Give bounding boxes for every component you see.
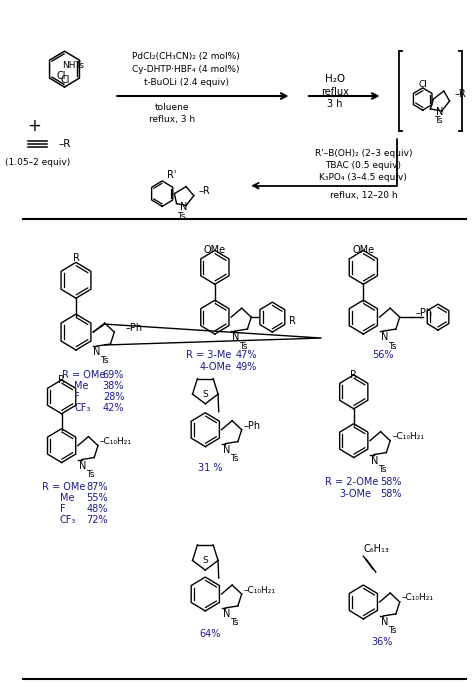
Text: R = OMe: R = OMe: [42, 482, 86, 493]
Text: 56%: 56%: [372, 350, 393, 360]
Text: N: N: [381, 617, 388, 627]
Text: N: N: [371, 455, 379, 466]
Text: R: R: [288, 316, 295, 326]
Text: S: S: [202, 556, 208, 565]
Text: –C₁₀H₂₁: –C₁₀H₂₁: [244, 586, 276, 595]
Text: 72%: 72%: [86, 516, 108, 525]
Text: Ts: Ts: [434, 116, 442, 125]
Text: OMe: OMe: [204, 245, 226, 256]
Text: R': R': [167, 170, 177, 179]
Text: toluene: toluene: [154, 103, 189, 112]
Text: S: S: [202, 389, 208, 398]
Text: Cl: Cl: [418, 80, 427, 89]
Text: Ts: Ts: [101, 356, 109, 365]
Text: Cy-DHTP·HBF₄ (4 mol%): Cy-DHTP·HBF₄ (4 mol%): [132, 64, 240, 73]
Text: 4-OMe: 4-OMe: [200, 362, 232, 372]
Text: F: F: [59, 505, 65, 514]
Text: –R: –R: [199, 186, 211, 195]
Text: N: N: [93, 347, 101, 357]
Text: CF₃: CF₃: [74, 403, 91, 413]
Text: NHTs: NHTs: [62, 60, 84, 69]
Text: Ts: Ts: [86, 470, 94, 479]
Text: K₃PO₄ (3–4.5 equiv): K₃PO₄ (3–4.5 equiv): [320, 173, 407, 182]
Text: 48%: 48%: [86, 505, 108, 514]
Text: R = 3-Me: R = 3-Me: [186, 350, 231, 360]
Text: 3-OMe: 3-OMe: [339, 489, 371, 500]
Text: H₂O: H₂O: [325, 74, 345, 84]
Text: –R: –R: [455, 89, 466, 99]
Text: Cl: Cl: [56, 71, 66, 81]
Text: 47%: 47%: [236, 350, 257, 360]
Text: N: N: [179, 202, 187, 211]
Text: 38%: 38%: [103, 381, 124, 391]
Text: (1.05–2 equiv): (1.05–2 equiv): [5, 158, 70, 167]
Text: R = OMe: R = OMe: [62, 370, 105, 380]
Text: reflux: reflux: [320, 87, 348, 97]
Text: N: N: [79, 461, 86, 471]
Text: PdCl₂(CH₃CN)₂ (2 mol%): PdCl₂(CH₃CN)₂ (2 mol%): [132, 52, 240, 61]
Text: CF₃: CF₃: [59, 516, 76, 525]
Text: –C₁₀H₂₁: –C₁₀H₂₁: [402, 593, 434, 602]
Text: Ts: Ts: [388, 342, 396, 351]
Text: 36%: 36%: [372, 637, 393, 647]
Text: R: R: [350, 370, 357, 380]
Text: Ts: Ts: [388, 626, 396, 635]
Text: N: N: [232, 332, 240, 342]
Text: R'–B(OH)₂ (2–3 equiv): R'–B(OH)₂ (2–3 equiv): [314, 149, 412, 158]
Text: 3 h: 3 h: [327, 99, 342, 109]
Text: 58%: 58%: [380, 477, 402, 487]
Text: t-BuOLi (2.4 equiv): t-BuOLi (2.4 equiv): [143, 78, 228, 87]
Text: 87%: 87%: [86, 482, 108, 493]
Text: R = 2-OMe: R = 2-OMe: [325, 477, 379, 487]
Text: 69%: 69%: [103, 370, 124, 380]
Text: Ts: Ts: [378, 465, 387, 474]
Text: N: N: [436, 107, 444, 117]
Text: N: N: [381, 332, 388, 342]
Text: N: N: [223, 609, 230, 619]
Text: –Ph: –Ph: [416, 308, 433, 318]
Text: 49%: 49%: [236, 362, 257, 372]
Text: –Ph: –Ph: [244, 421, 261, 430]
Text: OMe: OMe: [352, 245, 374, 256]
Text: +: +: [27, 117, 41, 135]
Text: Ts: Ts: [239, 342, 248, 351]
Text: F: F: [74, 392, 80, 402]
Text: –Ph: –Ph: [126, 323, 143, 333]
Text: Ts: Ts: [177, 212, 185, 221]
Text: R: R: [58, 375, 65, 385]
Text: –C₁₀H₂₁: –C₁₀H₂₁: [392, 432, 424, 441]
Text: Ts: Ts: [230, 454, 238, 463]
Text: reflux, 3 h: reflux, 3 h: [149, 116, 195, 125]
Text: 64%: 64%: [199, 629, 221, 639]
Text: Ts: Ts: [230, 618, 238, 627]
Text: 58%: 58%: [380, 489, 402, 500]
Text: N: N: [223, 445, 230, 455]
Text: 31 %: 31 %: [198, 462, 222, 473]
Text: Me: Me: [59, 493, 74, 503]
Text: –R: –R: [59, 139, 71, 149]
Text: 42%: 42%: [103, 403, 124, 413]
Text: 55%: 55%: [86, 493, 108, 503]
Text: C₆H₁₃: C₆H₁₃: [363, 544, 389, 554]
Text: 28%: 28%: [103, 392, 124, 402]
Text: reflux, 12–20 h: reflux, 12–20 h: [329, 191, 397, 200]
Text: R: R: [73, 254, 79, 263]
Text: Cl: Cl: [61, 75, 70, 85]
Text: TBAC (0.5 equiv): TBAC (0.5 equiv): [325, 161, 401, 170]
Text: Me: Me: [74, 381, 89, 391]
Text: –C₁₀H₂₁: –C₁₀H₂₁: [100, 437, 132, 446]
